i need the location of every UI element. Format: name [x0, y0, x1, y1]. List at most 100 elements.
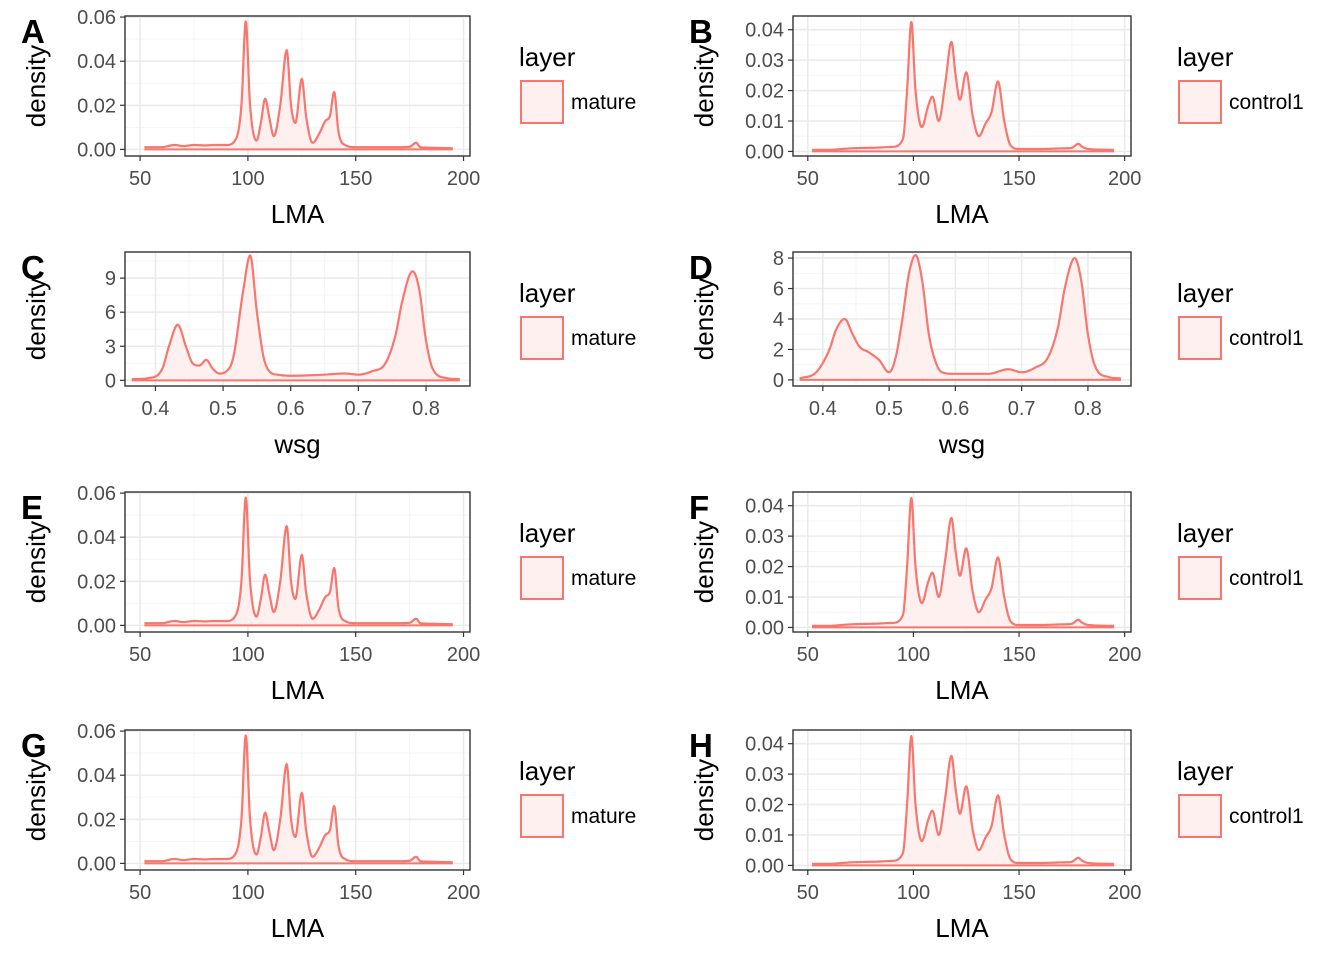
panel-b: 50 100 150 200 0.00 0.01 0.02 0.03 0.04 LMA densit… — [689, 13, 1304, 229]
legend-key — [1178, 556, 1222, 600]
legend: layer mature — [519, 518, 636, 600]
x-tick-label: 150 — [339, 168, 372, 190]
y-tick-label: 4 — [773, 309, 784, 331]
legend-label: mature — [571, 567, 636, 590]
y-tick-label: 0.04 — [745, 496, 784, 518]
legend-label: mature — [571, 91, 636, 114]
x-tick-label: 0.6 — [277, 398, 305, 420]
y-tick-label: 0.01 — [745, 825, 784, 847]
x-tick-label: 200 — [1108, 644, 1141, 666]
y-tick-label: 0.02 — [745, 81, 784, 103]
density-line — [144, 496, 453, 626]
y-tick-label: 0.02 — [745, 557, 784, 579]
y-tick-label: 9 — [105, 268, 116, 290]
legend-key — [1178, 80, 1222, 124]
y-tick-label: 0.02 — [77, 809, 116, 831]
y-tick-label: 6 — [773, 279, 784, 301]
y-tick-label: 0.03 — [745, 764, 784, 786]
x-tick-label: 200 — [1108, 882, 1141, 904]
panel-tag: E — [21, 489, 43, 526]
x-tick-label: 0.7 — [1008, 398, 1036, 420]
legend: layer mature — [519, 756, 636, 838]
x-tick-label: 0.4 — [809, 398, 837, 420]
y-axis-title: density — [21, 278, 51, 360]
x-tick-label: 200 — [447, 644, 480, 666]
x-tick-label: 200 — [1108, 168, 1141, 190]
x-axis-title: LMA — [271, 913, 325, 943]
x-axis-title: LMA — [935, 913, 989, 943]
y-axis-title: density — [689, 45, 719, 127]
legend: layer control1 — [1177, 756, 1304, 838]
y-tick-label: 6 — [105, 302, 116, 324]
legend-title: layer — [519, 518, 576, 548]
x-tick-label: 0.8 — [1074, 398, 1102, 420]
legend-label: mature — [571, 327, 636, 350]
y-tick-label: 0.03 — [745, 50, 784, 72]
panel-tag: C — [21, 249, 45, 286]
y-axis-title: density — [21, 759, 51, 841]
panel-e: 50 100 150 200 0.00 0.02 0.04 0.06 LMA densityEla… — [21, 483, 636, 705]
legend-label: control1 — [1229, 91, 1304, 114]
density-area — [144, 497, 453, 626]
y-tick-label: 3 — [105, 336, 116, 358]
y-tick-label: 0.06 — [77, 721, 116, 743]
legend-key — [1178, 316, 1222, 360]
x-tick-label: 50 — [797, 168, 819, 190]
x-tick-label: 0.5 — [209, 398, 237, 420]
legend: layer mature — [519, 42, 636, 124]
y-tick-label: 0.00 — [77, 615, 116, 637]
x-tick-label: 100 — [231, 882, 264, 904]
x-axis-title: LMA — [271, 675, 325, 705]
y-tick-label: 0.00 — [745, 855, 784, 877]
legend-title: layer — [519, 756, 576, 786]
panel-h: 50 100 150 200 0.00 0.01 0.02 0.03 0.04 LMA densit… — [689, 727, 1304, 943]
legend-title: layer — [519, 42, 576, 72]
y-tick-label: 0.04 — [77, 51, 116, 73]
legend-key — [520, 80, 564, 124]
y-tick-label: 0.01 — [745, 111, 784, 133]
x-tick-label: 50 — [797, 882, 819, 904]
density-area — [144, 735, 453, 864]
x-tick-label: 50 — [129, 168, 151, 190]
density-line — [812, 734, 1115, 866]
y-tick-label: 0.04 — [77, 527, 116, 549]
density-line — [799, 253, 1122, 380]
panel-border — [124, 491, 471, 633]
x-tick-label: 150 — [339, 644, 372, 666]
x-tick-label: 50 — [129, 882, 151, 904]
x-tick-label: 100 — [897, 168, 930, 190]
y-tick-label: 0.02 — [745, 795, 784, 817]
legend-label: control1 — [1229, 567, 1304, 590]
y-axis-title: density — [689, 521, 719, 603]
legend-key — [1178, 794, 1222, 838]
panel-a: 50 100 150 200 0.00 0.02 0.04 0.06 LMA densityAla… — [21, 7, 636, 229]
y-tick-label: 0.00 — [745, 141, 784, 163]
x-axis-title: wsg — [273, 429, 320, 459]
density-line — [144, 734, 453, 864]
x-axis-title: LMA — [271, 199, 325, 229]
x-tick-label: 0.5 — [875, 398, 903, 420]
y-axis-title: density — [21, 45, 51, 127]
x-tick-label: 100 — [231, 168, 264, 190]
density-line — [812, 20, 1115, 152]
panel-tag: H — [689, 727, 713, 764]
x-tick-label: 0.8 — [412, 398, 440, 420]
panel-tag: G — [21, 727, 47, 764]
x-tick-label: 200 — [447, 882, 480, 904]
x-tick-label: 150 — [339, 882, 372, 904]
x-tick-label: 0.7 — [344, 398, 372, 420]
y-tick-label: 0.02 — [77, 571, 116, 593]
panel-tag: F — [689, 489, 709, 526]
y-tick-label: 0.01 — [745, 587, 784, 609]
y-axis-title: density — [21, 521, 51, 603]
density-area — [144, 21, 453, 150]
panel-tag: D — [689, 249, 713, 286]
x-axis-title: wsg — [938, 429, 985, 459]
y-tick-label: 0.00 — [77, 139, 116, 161]
legend-key — [520, 316, 564, 360]
density-line — [144, 20, 453, 150]
x-tick-label: 200 — [447, 168, 480, 190]
y-tick-label: 0 — [105, 370, 116, 392]
legend-label: control1 — [1229, 327, 1304, 350]
